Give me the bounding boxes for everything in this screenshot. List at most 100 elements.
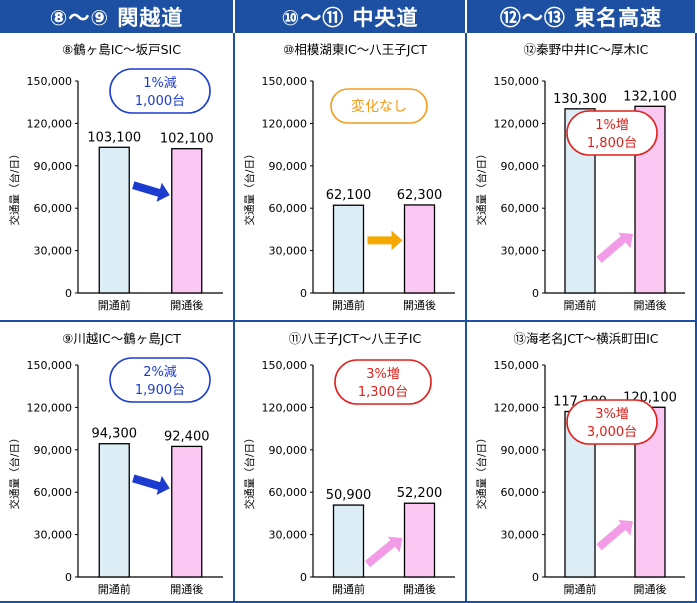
chart-svg-10: ⑩相模湖東IC～八王子JCT 交通量（台/日） 0 30,000 60,000 90,00…	[243, 42, 455, 312]
change-badge-percent: 3%増	[595, 407, 629, 422]
chart-panel-12: ⑫秦野中井IC～厚木IC 交通量（台/日） 0 30,000 60,000 90,000 1…	[467, 33, 697, 322]
y-tick-label: 60,000	[501, 202, 540, 215]
change-badge	[109, 68, 211, 114]
trend-arrow-shaft	[132, 181, 163, 198]
trend-arrow-shaft	[596, 234, 628, 263]
y-tick-label: 60,000	[34, 202, 73, 215]
x-tick-label: 開通前	[564, 298, 597, 312]
y-axis-label: 交通量（台/日）	[8, 432, 21, 509]
header-tomei: ⑫～⑬ 東名高速	[467, 0, 697, 33]
y-tick-label: 150,000	[262, 75, 308, 88]
chart-svg-11: ⑪八王子JCT～八王子IC 交通量（台/日） 0 30,000 60,000 90,000…	[243, 331, 455, 596]
bar-after	[171, 445, 203, 578]
y-tick-label: 30,000	[501, 245, 540, 258]
y-tick-label: 120,000	[27, 401, 73, 414]
trend-arrow	[132, 474, 170, 496]
chart-panel-9: ⑨川越IC～鶴ヶ島JCT 交通量（台/日） 0 30,000 60,000 90,000 1…	[0, 322, 235, 603]
trend-arrow-head	[618, 520, 633, 536]
chart-title: ⑧鶴ヶ島IC～坂戸SIC	[62, 42, 181, 57]
trend-arrow	[596, 520, 633, 551]
change-badge	[109, 357, 211, 403]
chart-svg-9: ⑨川越IC～鶴ヶ島JCT 交通量（台/日） 0 30,000 60,000 90,000 1…	[8, 331, 223, 596]
change-badge	[566, 110, 658, 156]
change-badge-percent: 1%減	[143, 75, 177, 91]
change-badge-text: 変化なし	[351, 98, 407, 115]
chart-svg-8: ⑧鶴ヶ島IC～坂戸SIC 交通量（台/日） 0 30,000 60,000 90,000 1…	[8, 42, 223, 312]
chart-title: ⑨川越IC～鶴ヶ島JCT	[62, 331, 181, 346]
data-label: 94,300	[92, 427, 138, 442]
data-label: 132,100	[623, 89, 677, 104]
chart-title: ⑩相模湖東IC～八王子JCT	[283, 42, 427, 57]
change-badge	[330, 88, 428, 124]
data-label: 52,200	[397, 486, 443, 501]
change-badge-count: 3,000台	[587, 425, 637, 440]
trend-arrow-head	[156, 182, 170, 202]
x-tick-label: 開通後	[634, 582, 667, 596]
chart-svg-12: ⑫秦野中井IC～厚木IC 交通量（台/日） 0 30,000 60,000 90,000 1…	[475, 42, 685, 312]
chart-panel-8: ⑧鶴ヶ島IC～坂戸SIC 交通量（台/日） 0 30,000 60,000 90,000 1…	[0, 33, 235, 322]
x-tick-label: 開通後	[403, 582, 436, 596]
trend-arrow-shaft	[596, 522, 628, 551]
y-tick-label: 30,000	[34, 245, 73, 258]
change-badge-percent: 2%減	[143, 364, 177, 380]
change-badge-percent: 3%増	[366, 367, 400, 382]
trend-arrow-shaft	[364, 538, 398, 568]
change-badge-count: 1,800台	[587, 136, 637, 151]
change-badge-count: 1,000台	[135, 94, 185, 109]
change-badge-percent: 1%増	[595, 118, 629, 133]
y-tick-label: 90,000	[501, 444, 540, 457]
chart-title: ⑬海老名JCT～横浜町田IC	[514, 331, 659, 346]
data-label: 62,100	[326, 188, 372, 203]
x-tick-label: 開通後	[403, 298, 436, 312]
change-badge-count: 1,900台	[135, 383, 185, 398]
y-tick-label: 120,000	[494, 117, 540, 130]
bar-after	[171, 148, 203, 294]
trend-arrow	[596, 232, 633, 263]
y-tick-label: 60,000	[269, 486, 308, 499]
chart-panel-11: ⑪八王子JCT～八王子IC 交通量（台/日） 0 30,000 60,000 90,000…	[235, 322, 467, 603]
data-label: 103,100	[87, 130, 141, 145]
trend-arrow-shaft	[132, 474, 163, 491]
bar-after	[403, 502, 436, 578]
bar-before	[98, 146, 130, 294]
trend-arrow-head	[618, 232, 633, 249]
header-chuo: ⑩～⑪ 中央道	[235, 0, 467, 33]
y-tick-label: 90,000	[34, 160, 73, 173]
bar-before	[332, 204, 365, 294]
y-tick-label: 0	[532, 287, 539, 300]
y-tick-label: 0	[532, 571, 539, 584]
change-badge-count: 1,300台	[358, 385, 408, 400]
data-label: 62,300	[397, 188, 443, 203]
y-tick-label: 0	[300, 287, 307, 300]
y-tick-label: 30,000	[501, 529, 540, 542]
y-tick-label: 30,000	[269, 529, 308, 542]
trend-arrow	[132, 181, 170, 202]
data-label: 102,100	[160, 132, 214, 147]
chart-svg-13: ⑬海老名JCT～横浜町田IC 交通量（台/日） 0 30,000 60,000 90,00…	[475, 331, 685, 596]
y-tick-label: 150,000	[494, 359, 540, 372]
bar-before	[98, 443, 130, 578]
change-badge	[566, 399, 658, 445]
y-tick-label: 30,000	[269, 245, 308, 258]
trend-arrow-head	[156, 475, 170, 496]
data-label: 50,900	[326, 488, 372, 503]
x-tick-label: 開通前	[332, 298, 365, 312]
chart-title: ⑫秦野中井IC～厚木IC	[524, 42, 649, 57]
y-tick-label: 150,000	[494, 75, 540, 88]
y-axis-label: 交通量（台/日）	[8, 148, 21, 225]
x-tick-label: 開通後	[634, 298, 667, 312]
x-tick-label: 開通前	[98, 298, 131, 312]
data-label: 130,300	[553, 92, 607, 107]
y-tick-label: 120,000	[262, 117, 308, 130]
y-tick-label: 90,000	[501, 160, 540, 173]
y-tick-label: 90,000	[269, 444, 308, 457]
y-tick-label: 60,000	[269, 202, 308, 215]
y-tick-label: 30,000	[34, 529, 73, 542]
x-tick-label: 開通前	[98, 582, 131, 596]
y-tick-label: 0	[300, 571, 307, 584]
y-tick-label: 150,000	[262, 359, 308, 372]
data-label: 92,400	[164, 429, 210, 444]
y-tick-label: 60,000	[34, 486, 73, 499]
y-tick-label: 150,000	[27, 359, 73, 372]
trend-arrow	[367, 230, 403, 251]
